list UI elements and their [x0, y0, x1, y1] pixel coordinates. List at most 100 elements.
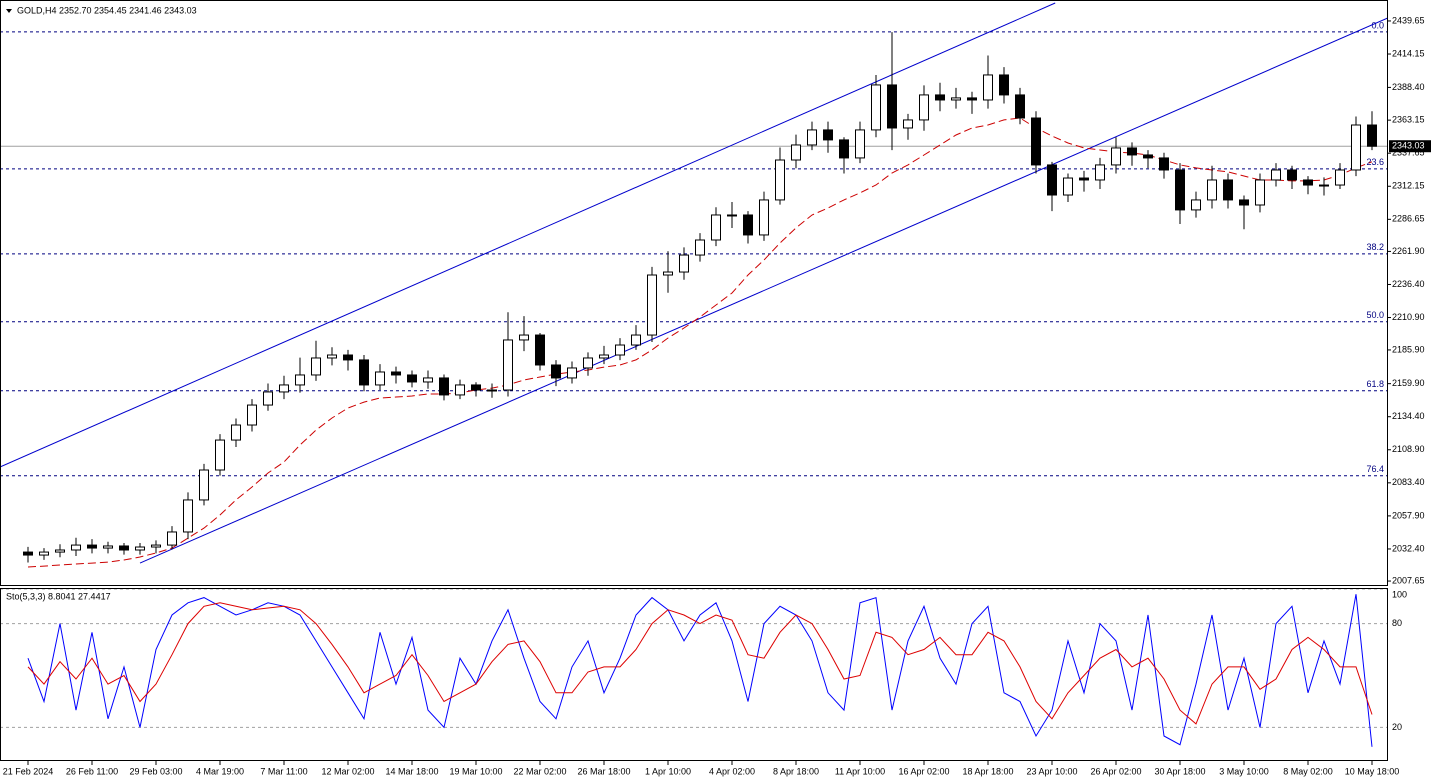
x-tick-label: 26 Feb 11:00 — [66, 766, 118, 776]
x-tick-label: 4 Apr 02:00 — [709, 766, 755, 776]
candle-body — [935, 94, 945, 101]
candle-body — [1319, 184, 1329, 187]
candle-body — [967, 97, 977, 101]
x-tick-label: 23 Apr 10:00 — [1026, 766, 1077, 776]
candle-body — [519, 334, 529, 341]
candle-body — [263, 391, 273, 406]
candle-body — [551, 364, 561, 379]
fibo-label: 76.4 — [1366, 464, 1384, 474]
candle-body — [1223, 179, 1233, 201]
candle-body — [231, 424, 241, 441]
candle-body — [311, 357, 321, 376]
y-tick-label: 2439.65 — [1392, 15, 1425, 25]
candle-body — [1367, 124, 1377, 147]
y-tick-label: 2057.90 — [1392, 510, 1425, 520]
candle-body — [87, 544, 97, 549]
y-tick-label: 2108.90 — [1392, 444, 1425, 454]
candle-body — [1191, 199, 1201, 211]
x-tick-label: 30 Apr 18:00 — [1154, 766, 1205, 776]
candle-body — [983, 74, 993, 101]
candle-body — [151, 544, 161, 548]
price-frame — [0, 0, 1388, 586]
y-tick-label: 2286.65 — [1392, 214, 1425, 224]
candle-body — [1175, 169, 1185, 211]
y-tick-label: 2312.15 — [1392, 181, 1425, 191]
candle-body — [535, 334, 545, 366]
candle-body — [599, 354, 609, 359]
y-tick-label: 2363.15 — [1392, 115, 1425, 125]
candle-body — [1239, 199, 1249, 206]
candle-body — [775, 159, 785, 201]
candle-body — [583, 357, 593, 369]
x-tick-label: 3 May 10:00 — [1219, 766, 1269, 776]
candle-body — [1271, 169, 1281, 181]
candle-body — [167, 531, 177, 546]
stochastic-plot — [1, 589, 1387, 747]
x-tick-label: 26 Apr 02:00 — [1090, 766, 1141, 776]
x-tick-label: 8 May 02:00 — [1283, 766, 1333, 776]
candle-body — [647, 274, 657, 336]
x-tick-label: 7 Mar 11:00 — [260, 766, 307, 776]
candle-body — [951, 97, 961, 101]
y-tick-label: 2388.40 — [1392, 82, 1425, 92]
channel-line — [139, 17, 1387, 564]
y-tick-label: 2185.90 — [1392, 344, 1425, 354]
candle-body — [215, 439, 225, 471]
channel-line — [1, 2, 1056, 468]
x-tick-label: 14 Mar 18:00 — [385, 766, 438, 776]
candle-body — [695, 239, 705, 256]
fibo-label: 0.0 — [1371, 20, 1384, 30]
y-tick-label: 2032.40 — [1392, 543, 1425, 553]
candle-body — [247, 404, 257, 426]
candle-body — [135, 546, 145, 551]
x-tick-label: 18 Apr 18:00 — [962, 766, 1013, 776]
candle-body — [1287, 169, 1297, 181]
candle-body — [999, 74, 1009, 96]
fibo-label: 23.6 — [1366, 157, 1384, 167]
candle-body — [1303, 179, 1313, 186]
current-price-label: 2343.03 — [1392, 141, 1425, 151]
candle-body — [871, 84, 881, 131]
x-tick-label: 4 Mar 19:00 — [196, 766, 244, 776]
candle-body — [615, 344, 625, 356]
candle-body — [1015, 94, 1025, 119]
y-tick-label: 2236.40 — [1392, 279, 1425, 289]
candle-body — [471, 384, 481, 391]
stochastic-line — [27, 602, 1373, 725]
candle-body — [391, 371, 401, 376]
candle-body — [439, 377, 449, 396]
y-tick-label: 2261.90 — [1392, 246, 1425, 256]
candle-body — [1063, 177, 1073, 196]
candle-body — [855, 129, 865, 159]
y-tick-label: 20 — [1392, 722, 1402, 732]
candle-body — [295, 374, 305, 386]
candle-body — [455, 384, 465, 396]
y-tick-label: 2159.90 — [1392, 378, 1425, 388]
stochastic-frame — [0, 588, 1388, 761]
candle-body — [1335, 169, 1345, 186]
candle-body — [55, 549, 65, 553]
candle-body — [23, 551, 33, 556]
candle-body — [1207, 179, 1217, 201]
candle-body — [887, 84, 897, 129]
candle-body — [1079, 177, 1089, 181]
candle-body — [823, 129, 833, 141]
menu-arrow[interactable] — [6, 9, 12, 13]
y-tick-label: 2337.65 — [1392, 148, 1425, 158]
candle-body — [423, 377, 433, 383]
candle-body — [711, 214, 721, 241]
candle-body — [1031, 117, 1041, 166]
candle-body — [359, 359, 369, 386]
x-tick-label: 1 Apr 10:00 — [645, 766, 691, 776]
x-tick-label: 16 Apr 02:00 — [898, 766, 949, 776]
candle-body — [1143, 154, 1153, 159]
fibo-label: 50.0 — [1366, 310, 1384, 320]
y-tick-label: 100 — [1392, 589, 1407, 599]
y-tick-label: 2134.40 — [1392, 411, 1425, 421]
candle-body — [375, 371, 385, 386]
indicator-title: Sto(5,3,3) 8.8041 27.4417 — [6, 591, 111, 601]
candle-body — [919, 94, 929, 121]
candle-body — [839, 139, 849, 159]
